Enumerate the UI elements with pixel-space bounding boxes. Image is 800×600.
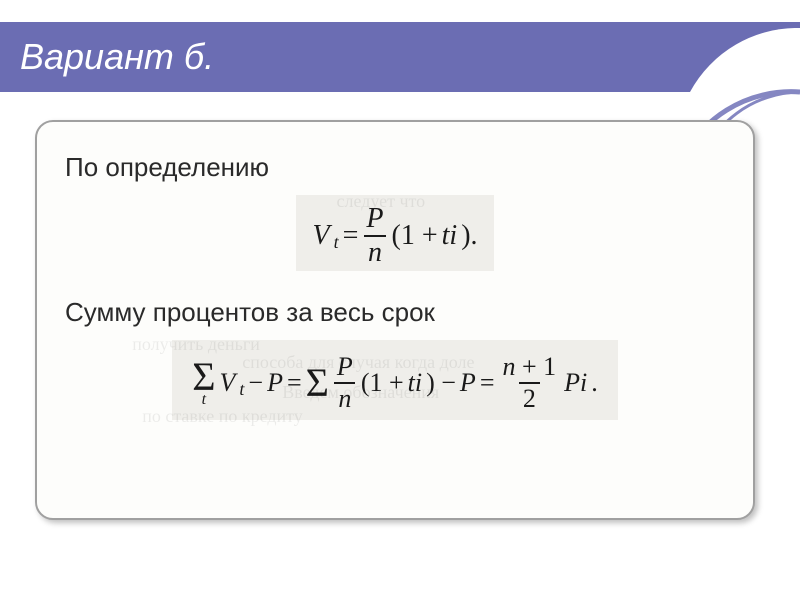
ghost-text: получить деньги [132, 334, 260, 355]
content-box: По определению следует что Vt = P n (1 +… [35, 120, 755, 520]
text-line-2: Сумму процентов за весь срок [65, 297, 725, 328]
text-line-1: По определению [65, 152, 725, 183]
ghost-text: по ставке по кредиту [142, 406, 303, 427]
ghost-text: способа для случая когда доле [242, 352, 474, 373]
formula-1: следует что Vt = P n (1 + ti). [296, 195, 493, 271]
ghost-text: следует что [336, 191, 425, 212]
formula-2: получить деньги способа для случая когда… [172, 340, 618, 420]
ghost-text: Введем обозначения [282, 382, 439, 403]
formula-1-row: следует что Vt = P n (1 + ti). [65, 195, 725, 271]
slide-title: Вариант б. [20, 36, 214, 78]
formula-2-row: получить деньги способа для случая когда… [65, 340, 725, 420]
